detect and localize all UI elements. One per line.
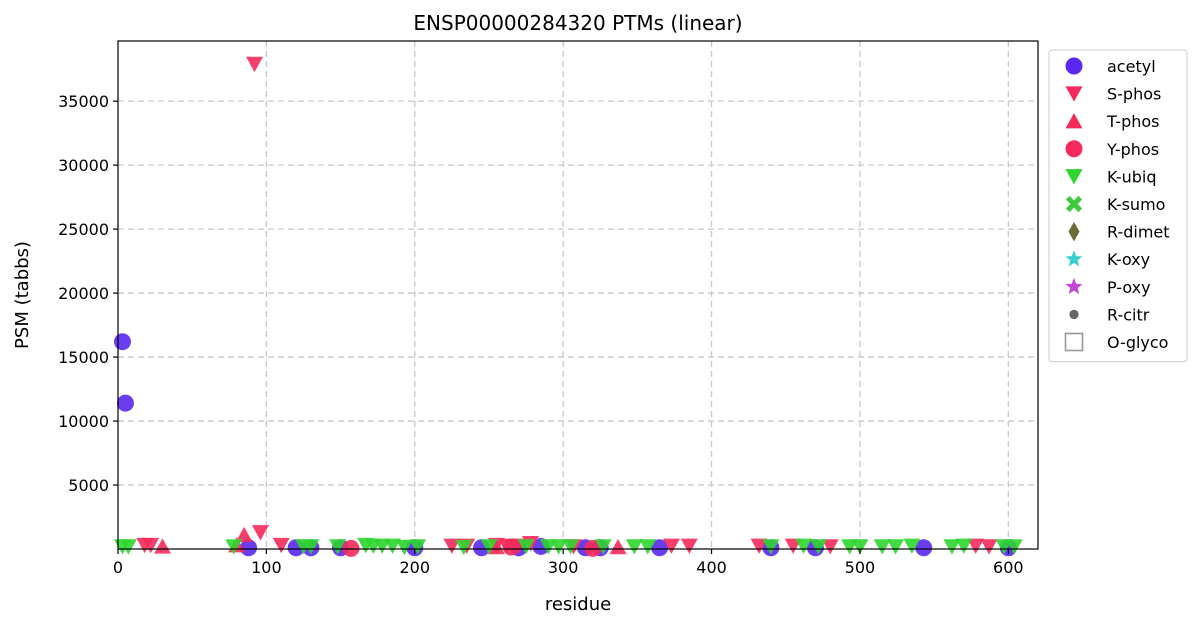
point-s-phos: [750, 538, 768, 554]
point-k-ubiq: [384, 538, 402, 554]
legend-frame: [1048, 49, 1188, 363]
point-s-phos: [980, 539, 998, 555]
point-k-ubiq: [395, 539, 413, 556]
point-s-phos: [246, 56, 264, 73]
x-tick-label: 300: [548, 558, 579, 577]
legend-marker-r-citr: [1069, 309, 1079, 320]
point-k-ubiq: [480, 539, 498, 555]
x-tick-label: 200: [400, 558, 431, 577]
point-k-ubiq: [119, 539, 137, 555]
point-t-phos: [154, 538, 172, 554]
x-axis-ticks: 0 100 200 300 400 500 600: [113, 549, 1024, 577]
point-k-ubiq: [795, 538, 813, 554]
y-tick-label: 5000: [68, 476, 109, 495]
point-k-ubiq: [955, 538, 973, 554]
y-axis-label: PSM (tabbs): [12, 241, 33, 349]
point-s-phos: [272, 537, 290, 554]
point-s-phos: [443, 538, 461, 554]
point-y-phos: [342, 539, 360, 557]
legend-marker-s-phos: [1065, 86, 1083, 102]
point-s-phos: [967, 538, 985, 554]
legend-label-acetyl: acetyl: [1107, 57, 1156, 76]
legend-label-r-dimet: R-dimet: [1107, 223, 1170, 242]
point-acetyl: [116, 394, 134, 412]
legend-marker-acetyl: [1065, 57, 1083, 75]
point-k-ubiq: [562, 539, 580, 555]
point-k-ubiq: [517, 539, 535, 555]
legend-label-s-phos: S-phos: [1107, 85, 1161, 104]
point-k-ubiq: [302, 539, 320, 555]
point-k-ubiq: [762, 539, 780, 555]
point-k-ubiq: [887, 539, 905, 555]
x-axis-label: residue: [545, 594, 611, 615]
point-k-ubiq: [1005, 539, 1023, 555]
plot-frame: [117, 40, 1039, 550]
point-k-ubiq: [851, 539, 869, 555]
legend-marker-o-glyco: [1064, 332, 1084, 352]
legend-marker-r-dimet: [1068, 221, 1080, 242]
legend-label-t-phos: T-phos: [1106, 112, 1160, 131]
point-k-ubiq: [329, 539, 347, 555]
point-t-phos: [487, 539, 505, 555]
point-y-phos: [584, 539, 602, 557]
point-acetyl: [113, 333, 131, 351]
legend-marker-k-sumo: [1065, 195, 1083, 213]
legend-marker-k-oxy: [1065, 250, 1083, 267]
point-y-phos: [502, 538, 520, 556]
point-k-ubiq: [625, 539, 643, 555]
grid-lines: [118, 41, 1038, 549]
point-acetyl: [651, 539, 669, 557]
point-k-ubiq: [594, 539, 612, 555]
legend-label-o-glyco: O-glyco: [1107, 333, 1168, 352]
chart-title: ENSP00000284320 PTMs (linear): [413, 11, 742, 35]
point-s-phos: [821, 539, 839, 555]
legend-label-k-oxy: K-oxy: [1107, 250, 1150, 269]
legend-label-r-citr: R-citr: [1107, 305, 1150, 324]
point-s-phos: [680, 538, 698, 554]
y-tick-label: 10000: [58, 412, 109, 431]
x-tick-label: 500: [845, 558, 876, 577]
y-tick-label: 25000: [58, 220, 109, 239]
point-k-ubiq: [455, 539, 473, 556]
legend-label-k-sumo: K-sumo: [1107, 195, 1165, 214]
point-t-phos: [235, 526, 253, 543]
legend-marker-p-oxy: [1065, 277, 1083, 295]
x-tick-label: 600: [993, 558, 1024, 577]
legend-marker-y-phos: [1065, 140, 1083, 158]
y-axis-ticks: 5000 10000 15000 20000 25000 30000 35000: [58, 92, 118, 495]
point-k-ubiq: [639, 539, 657, 555]
point-t-phos: [609, 539, 627, 555]
x-tick-label: 400: [696, 558, 727, 577]
y-tick-label: 35000: [58, 92, 109, 111]
point-acetyl: [915, 539, 933, 557]
legend-marker-t-phos: [1065, 113, 1083, 129]
y-tick-label: 20000: [58, 284, 109, 303]
y-tick-label: 15000: [58, 348, 109, 367]
legend: acetyl S-phos T-phos Y-phos K-ubiq K-sumo R-di…: [1048, 49, 1188, 363]
point-k-ubiq: [943, 539, 961, 555]
point-k-ubiq: [809, 539, 827, 555]
point-k-ubiq: [873, 539, 891, 555]
point-s-phos: [662, 538, 680, 554]
point-k-ubiq: [225, 539, 243, 555]
y-tick-label: 30000: [58, 156, 109, 175]
legend-label-k-ubiq: K-ubiq: [1107, 167, 1156, 186]
point-s-phos: [142, 537, 160, 554]
point-k-ubiq: [409, 539, 427, 555]
legend-label-y-phos: Y-phos: [1106, 140, 1159, 159]
x-tick-label: 100: [251, 558, 282, 577]
point-s-phos: [251, 525, 269, 541]
legend-marker-k-ubiq: [1065, 169, 1083, 185]
legend-label-p-oxy: P-oxy: [1107, 278, 1151, 297]
x-tick-label: 0: [113, 558, 123, 577]
point-k-ubiq: [550, 539, 568, 555]
point-k-ubiq: [903, 538, 921, 554]
